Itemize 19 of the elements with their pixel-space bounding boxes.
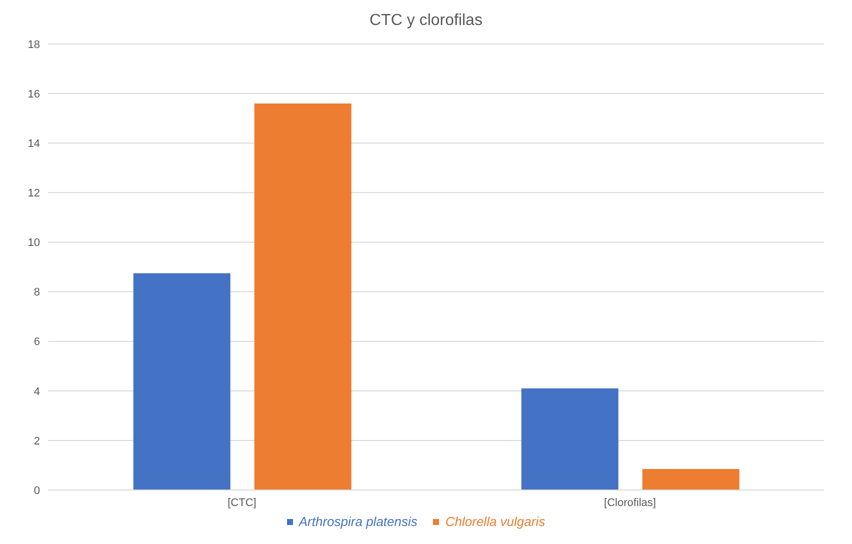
chart-title: CTC y clorofilas (368, 11, 484, 31)
x-tick-label: [Clorofilas] (604, 496, 656, 509)
y-tick-label: 10 (28, 237, 40, 250)
y-tick-label: 16 (28, 88, 40, 100)
y-tick-label: 4 (34, 386, 40, 398)
y-tick-label: 18 (28, 38, 40, 51)
y-tick-label: 0 (34, 484, 40, 497)
bar (254, 103, 352, 490)
legend-label: Arthrospira platensis (297, 514, 418, 529)
bar (521, 388, 618, 490)
bar (133, 273, 230, 490)
x-tick-label: [CTC] (228, 496, 256, 509)
legend-label: Chlorella vulgaris (444, 514, 546, 529)
bar (642, 468, 740, 490)
y-tick-label: 12 (28, 188, 40, 200)
y-tick-label: 6 (34, 336, 40, 348)
y-tick-label: 8 (34, 286, 40, 299)
y-tick-label: 14 (28, 138, 40, 150)
y-tick-label: 2 (34, 435, 40, 448)
